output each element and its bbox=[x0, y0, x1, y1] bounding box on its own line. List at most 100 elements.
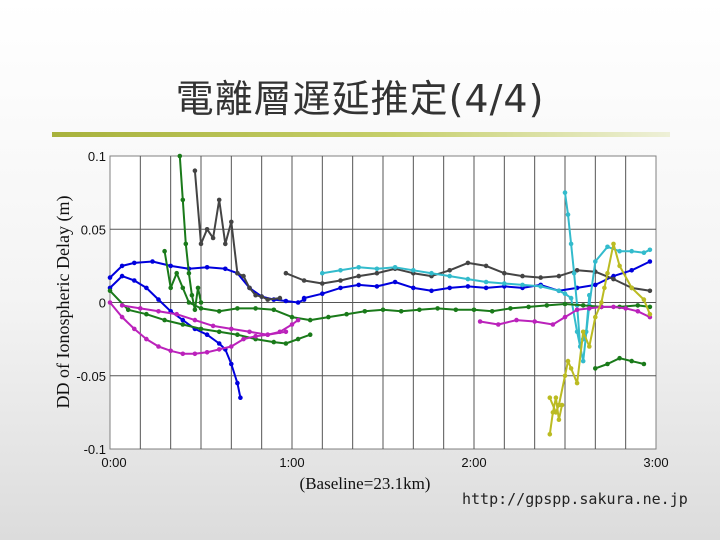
series-14 bbox=[477, 304, 653, 327]
tick-labels: 0.1 0.05 0 -0.05 -0.10:00 1:00 2:00 3:00 bbox=[76, 149, 668, 470]
data-point bbox=[483, 285, 489, 291]
data-point bbox=[471, 307, 477, 313]
data-point bbox=[253, 306, 258, 311]
data-point bbox=[411, 285, 416, 291]
data-point bbox=[338, 278, 343, 283]
data-point bbox=[259, 294, 265, 299]
data-point bbox=[107, 300, 113, 305]
data-point bbox=[235, 380, 240, 386]
data-point bbox=[574, 268, 580, 273]
data-point bbox=[641, 250, 647, 255]
data-point bbox=[435, 306, 440, 311]
data-point bbox=[125, 307, 131, 313]
data-point bbox=[465, 276, 471, 282]
x-axis-label: (Baseline=23.1km) bbox=[300, 474, 431, 493]
data-point bbox=[156, 297, 161, 302]
y-tick-label: 0.05 bbox=[81, 222, 106, 237]
data-point bbox=[514, 317, 519, 323]
data-point bbox=[617, 248, 622, 254]
data-point bbox=[186, 300, 192, 305]
data-point bbox=[229, 344, 234, 349]
data-point bbox=[177, 153, 183, 159]
data-point bbox=[138, 306, 143, 311]
data-point bbox=[216, 347, 222, 352]
series-16 bbox=[547, 395, 565, 437]
data-point bbox=[189, 292, 195, 298]
data-point bbox=[611, 276, 616, 282]
y-axis-label: DD of Ionospheric Delay (m) bbox=[53, 196, 74, 409]
data-point bbox=[301, 295, 307, 301]
data-point bbox=[447, 268, 453, 273]
grid-lines bbox=[110, 156, 656, 449]
data-point bbox=[453, 307, 459, 313]
data-point bbox=[247, 329, 252, 335]
series-10 bbox=[177, 153, 204, 313]
data-point bbox=[565, 358, 571, 364]
data-point bbox=[568, 241, 574, 247]
data-point bbox=[198, 326, 204, 332]
data-point bbox=[556, 288, 562, 294]
data-point bbox=[611, 241, 616, 247]
data-point bbox=[229, 219, 234, 225]
data-point bbox=[356, 265, 362, 270]
data-point bbox=[556, 273, 562, 279]
footer-url: http://gpspp.sakura.ne.jp bbox=[462, 490, 688, 508]
data-point bbox=[229, 326, 234, 332]
data-point bbox=[186, 270, 192, 276]
data-point bbox=[144, 311, 149, 317]
data-point bbox=[553, 395, 559, 401]
data-point bbox=[593, 314, 598, 320]
data-point bbox=[210, 235, 216, 241]
data-point bbox=[532, 319, 537, 324]
data-point bbox=[192, 168, 198, 173]
data-point bbox=[362, 309, 368, 314]
data-point bbox=[326, 314, 331, 320]
data-point bbox=[605, 361, 610, 367]
data-point bbox=[356, 282, 362, 288]
data-point bbox=[216, 329, 222, 335]
data-point bbox=[574, 307, 580, 313]
data-point bbox=[271, 307, 277, 313]
data-point bbox=[229, 361, 234, 367]
x-tick-label: 2:00 bbox=[461, 455, 486, 470]
data-point bbox=[180, 285, 186, 291]
data-point bbox=[502, 281, 507, 286]
data-point bbox=[587, 306, 592, 311]
data-point bbox=[295, 300, 301, 305]
data-point bbox=[447, 285, 453, 291]
data-point bbox=[617, 355, 622, 361]
data-point bbox=[235, 306, 240, 311]
data-point bbox=[320, 270, 325, 276]
data-point bbox=[235, 270, 240, 276]
data-point bbox=[465, 260, 471, 266]
data-point bbox=[392, 265, 398, 270]
data-point bbox=[283, 270, 289, 276]
series-9 bbox=[107, 288, 313, 346]
data-point bbox=[641, 297, 647, 302]
data-point bbox=[635, 303, 641, 308]
series-line bbox=[109, 275, 242, 398]
data-point bbox=[629, 248, 634, 254]
data-point bbox=[198, 300, 204, 305]
data-point bbox=[647, 304, 653, 310]
data-point bbox=[168, 348, 173, 354]
data-point bbox=[565, 212, 571, 217]
data-point bbox=[198, 306, 204, 311]
data-point bbox=[162, 248, 167, 254]
data-point bbox=[307, 332, 313, 338]
data-point bbox=[283, 298, 289, 304]
data-point bbox=[483, 263, 489, 269]
data-point bbox=[168, 263, 173, 269]
y-tick-label: -0.1 bbox=[84, 442, 106, 457]
data-point bbox=[629, 268, 634, 273]
data-point bbox=[144, 336, 149, 342]
data-point bbox=[356, 273, 362, 279]
series-line bbox=[178, 155, 202, 311]
data-point bbox=[180, 351, 186, 357]
data-point bbox=[623, 306, 628, 311]
data-point bbox=[544, 303, 550, 308]
data-point bbox=[132, 260, 137, 266]
data-point bbox=[192, 307, 198, 313]
series-5 bbox=[192, 168, 283, 302]
data-point bbox=[602, 285, 607, 291]
